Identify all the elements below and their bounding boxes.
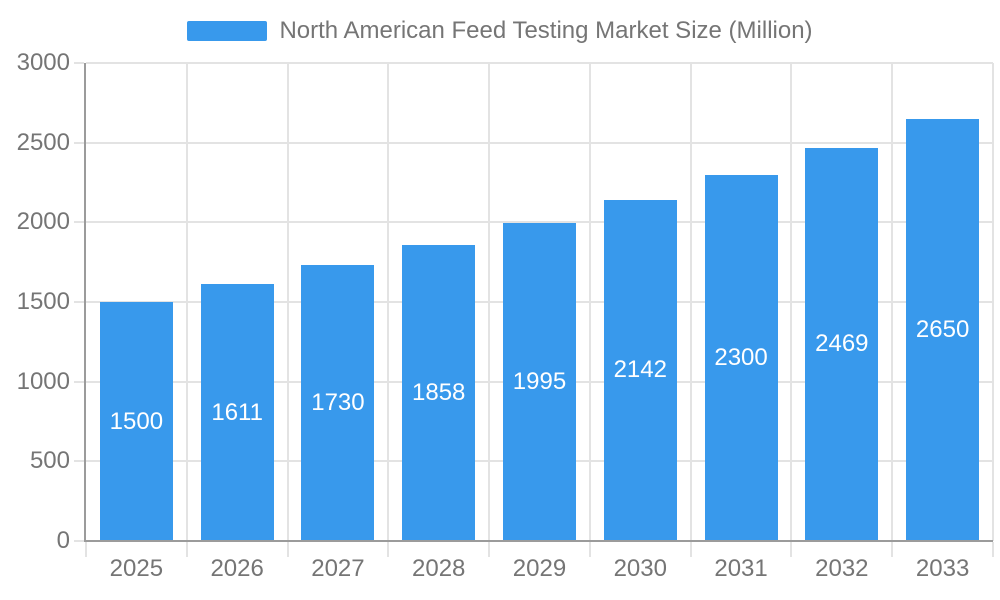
x-gridline [185, 63, 188, 541]
y-axis-tick [74, 301, 84, 303]
legend-label: North American Feed Testing Market Size … [279, 17, 813, 44]
x-gridline [488, 63, 491, 541]
x-axis-label: 2028 [412, 555, 466, 582]
bar-value-label: 2469 [815, 330, 869, 358]
x-axis-tick [891, 542, 894, 557]
bar-2026[interactable]: 1611 [200, 284, 274, 541]
x-axis-tick [286, 542, 289, 557]
x-axis-tick [488, 542, 491, 557]
bar-value-label: 1730 [311, 389, 365, 417]
x-axis-label: 2025 [109, 555, 164, 582]
y-axis-tick [74, 141, 84, 144]
x-axis-label: 2032 [815, 555, 869, 582]
y-axis-label: 0 [56, 527, 70, 554]
y-axis-tick [74, 380, 84, 383]
y-gridline [86, 62, 993, 64]
x-gridline [286, 63, 289, 541]
plot-area: 1500 1611 1730 1858 1995 2142 2300 2469 2650 [86, 62, 994, 541]
y-gridline [86, 221, 993, 224]
y-axis-line [84, 63, 86, 542]
x-gridline [891, 63, 894, 541]
x-axis-line [84, 540, 993, 542]
y-axis-label: 2500 [16, 128, 70, 156]
x-axis-tick [689, 542, 692, 557]
x-gridline [790, 63, 793, 541]
bar-2033[interactable]: 2650 [906, 118, 980, 541]
y-axis-label: 1000 [16, 367, 70, 395]
x-axis-tick [790, 542, 793, 557]
y-axis-label: 500 [29, 447, 70, 475]
bar-2027[interactable]: 1730 [301, 265, 375, 541]
x-axis-tick [992, 542, 994, 557]
bar-2031[interactable]: 2300 [704, 174, 778, 541]
x-axis-tick [185, 542, 188, 557]
x-axis-label: 2031 [714, 555, 768, 582]
x-gridline [588, 63, 591, 541]
bar-value-label: 2650 [915, 315, 970, 343]
legend[interactable]: North American Feed Testing Market Size … [0, 17, 1000, 45]
x-gridline [689, 63, 692, 541]
y-axis-label: 3000 [16, 49, 70, 76]
x-axis-label: 2030 [613, 555, 667, 582]
bar-value-label: 2300 [714, 343, 768, 371]
y-axis-label: 2000 [16, 208, 70, 236]
y-axis-tick [74, 460, 84, 463]
x-gridline [992, 63, 994, 541]
y-axis-tick [74, 62, 84, 64]
x-axis-label: 2029 [512, 555, 567, 582]
bar-2028[interactable]: 1858 [402, 244, 476, 541]
y-gridline [86, 141, 993, 144]
bar-value-label: 1611 [211, 398, 263, 426]
bar-value-label: 1995 [512, 368, 567, 396]
y-axis-label: 1500 [16, 288, 70, 315]
bar-2032[interactable]: 2469 [805, 147, 879, 541]
y-axis-tick [74, 540, 84, 542]
bar-2029[interactable]: 1995 [503, 223, 576, 541]
x-axis-tick [387, 542, 390, 557]
bar-value-label: 2142 [613, 356, 667, 384]
bar-value-label: 1858 [412, 378, 466, 406]
x-axis-tick [85, 542, 87, 557]
x-axis-tick [588, 542, 591, 557]
x-axis-label: 2026 [210, 555, 264, 582]
x-axis-label: 2033 [915, 555, 970, 582]
legend-swatch-icon [187, 21, 268, 41]
x-axis-label: 2027 [311, 555, 365, 582]
bar-value-label: 1500 [109, 407, 164, 435]
bar-2030[interactable]: 2142 [603, 199, 677, 541]
bar-2025[interactable]: 1500 [99, 302, 173, 541]
y-axis-tick [74, 221, 84, 224]
x-gridline [387, 63, 390, 541]
